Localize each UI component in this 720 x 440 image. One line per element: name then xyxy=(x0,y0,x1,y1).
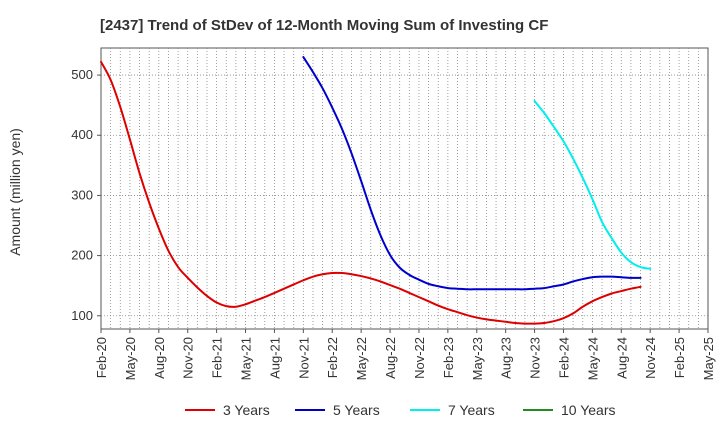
x-tick-label: Aug-22 xyxy=(383,337,398,379)
x-tick-layer: Feb-20 May-20 Aug-20 Nov-20 Feb-21 May-21 Aug-… xyxy=(94,329,716,380)
chart-title: [2437] Trend of StDev of 12-Month Moving… xyxy=(100,17,548,34)
x-tick-label: Feb-23 xyxy=(441,337,456,378)
x-tick-label: May-24 xyxy=(585,337,600,380)
x-tick-label: May-21 xyxy=(239,337,254,380)
plot-area-frame xyxy=(100,47,709,330)
x-tick-label: Feb-24 xyxy=(556,337,571,378)
x-tick-label: Feb-22 xyxy=(325,337,340,378)
x-tick-label: Aug-23 xyxy=(499,337,514,379)
x-tick-label: Nov-24 xyxy=(643,337,658,379)
x-tick-label: Aug-24 xyxy=(614,337,629,379)
legend-label: 10 Years xyxy=(561,402,616,418)
x-tick-label: Aug-21 xyxy=(267,337,282,379)
x-tick-label: Nov-21 xyxy=(296,337,311,379)
series-line-3-years xyxy=(100,60,642,325)
series-line-5-years xyxy=(302,56,642,291)
y-tick-label: 100 xyxy=(71,308,93,323)
y-tick-label: 200 xyxy=(71,248,93,263)
x-tick-label: May-23 xyxy=(470,337,485,380)
legend: 3 Years 5 Years 7 Years 10 Years xyxy=(185,402,616,418)
legend-label: 3 Years xyxy=(223,402,270,418)
x-tick-label: Feb-20 xyxy=(94,337,109,378)
y-tick-label: 500 xyxy=(71,67,93,82)
x-tick-label: Feb-21 xyxy=(210,337,225,378)
x-tick-label: May-22 xyxy=(354,337,369,380)
y-tick-label: 300 xyxy=(71,187,93,202)
x-tick-label: Aug-20 xyxy=(152,337,167,379)
series-line-7-years xyxy=(533,99,652,270)
y-tick-label: 400 xyxy=(71,127,93,142)
x-tick-label: Nov-22 xyxy=(412,337,427,379)
x-tick-label: May-25 xyxy=(701,337,716,380)
legend-label: 5 Years xyxy=(333,402,380,418)
grid-layer xyxy=(101,48,708,329)
x-tick-label: Feb-25 xyxy=(672,337,687,378)
y-axis-label: Amount (million yen) xyxy=(7,128,23,256)
legend-label: 7 Years xyxy=(448,402,495,418)
x-tick-label: May-20 xyxy=(123,337,138,380)
y-tick-layer: 100 200 300 400 500 xyxy=(71,67,101,323)
x-tick-label: Nov-23 xyxy=(528,337,543,379)
series-layer xyxy=(100,56,652,325)
x-tick-label: Nov-20 xyxy=(181,337,196,379)
